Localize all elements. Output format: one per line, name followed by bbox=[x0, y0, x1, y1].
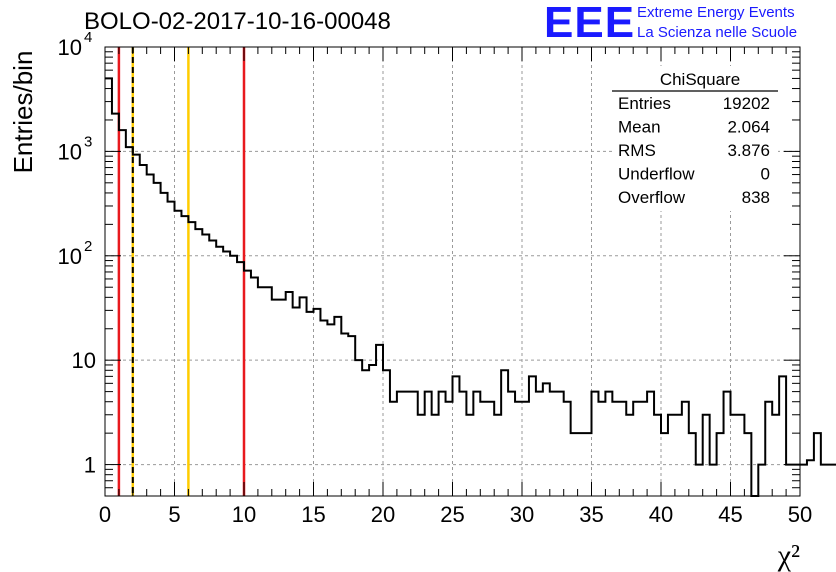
x-tick-label: 20 bbox=[371, 502, 395, 527]
stats-label: Entries bbox=[618, 94, 671, 113]
stats-label: Underflow bbox=[618, 165, 695, 184]
stats-value: 838 bbox=[742, 188, 770, 207]
stats-box-title: ChiSquare bbox=[660, 70, 740, 89]
plot-frame bbox=[104, 46, 801, 497]
stats-label: Mean bbox=[618, 118, 661, 137]
y-axis-label: Entries/bin bbox=[8, 51, 38, 174]
logo-line-2: La Scienza nelle Scuole bbox=[637, 24, 798, 41]
chart-title: BOLO-02-2017-10-16-00048 bbox=[84, 8, 391, 35]
x-tick-label: 30 bbox=[510, 502, 534, 527]
x-tick-label: 15 bbox=[301, 502, 325, 527]
x-tick-label: 45 bbox=[718, 502, 742, 527]
y-tick-exponent: 4 bbox=[84, 29, 92, 46]
x-tick-label: 35 bbox=[579, 502, 603, 527]
logo-line-1: Extreme Energy Events bbox=[637, 4, 795, 21]
y-tick-label: 10 bbox=[58, 35, 82, 60]
y-tick-label: 10 bbox=[58, 244, 82, 269]
stats-label: Overflow bbox=[618, 188, 686, 207]
stats-label: RMS bbox=[618, 141, 656, 160]
y-tick-label: 1 bbox=[84, 453, 96, 478]
stats-value: 19202 bbox=[723, 94, 770, 113]
x-tick-label: 25 bbox=[440, 502, 464, 527]
x-tick-label: 10 bbox=[232, 502, 256, 527]
y-tick-exponent: 3 bbox=[84, 133, 92, 150]
stats-value: 0 bbox=[761, 165, 770, 184]
x-axis-label: χ² bbox=[777, 539, 800, 572]
y-tick-label: 10 bbox=[58, 139, 82, 164]
stats-box-bg bbox=[612, 66, 778, 211]
x-tick-label: 50 bbox=[788, 502, 812, 527]
x-tick-label: 40 bbox=[649, 502, 673, 527]
stats-box: ChiSquare Entries 19202 Mean 2.064 RMS 3.876 Un… bbox=[612, 66, 778, 211]
x-tick-label: 5 bbox=[168, 502, 180, 527]
stats-value: 3.876 bbox=[727, 141, 770, 160]
eee-logo: EEE bbox=[544, 0, 636, 47]
y-tick-label: 10 bbox=[72, 348, 96, 373]
stats-value: 2.064 bbox=[727, 118, 770, 137]
x-tick-label: 0 bbox=[99, 502, 111, 527]
y-tick-exponent: 2 bbox=[84, 238, 92, 255]
